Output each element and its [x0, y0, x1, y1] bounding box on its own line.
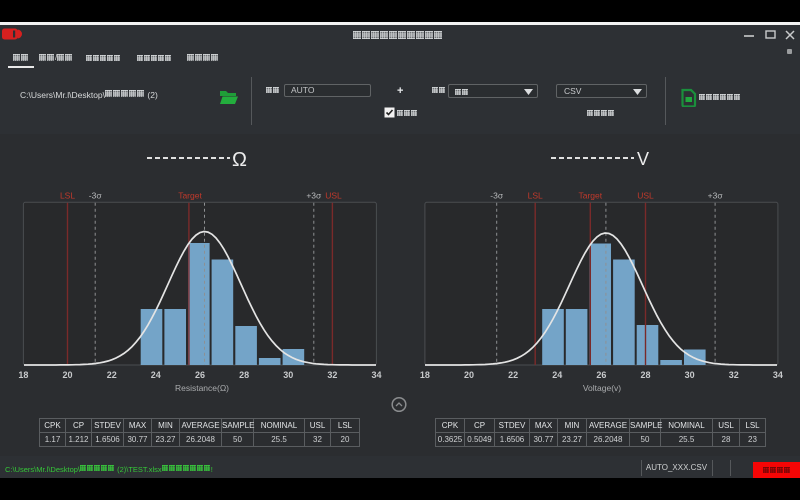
- svg-text:18: 18: [420, 370, 430, 380]
- svg-text:30: 30: [685, 370, 695, 380]
- svg-text:30: 30: [283, 370, 293, 380]
- svg-text:28: 28: [239, 370, 249, 380]
- svg-text:20: 20: [62, 370, 72, 380]
- svg-text:32: 32: [327, 370, 337, 380]
- svg-text:26: 26: [596, 370, 606, 380]
- svg-text:32: 32: [729, 370, 739, 380]
- svg-text:+3σ: +3σ: [306, 191, 322, 201]
- svg-text:24: 24: [552, 370, 562, 380]
- svg-text:LSL: LSL: [60, 191, 75, 201]
- svg-text:-3σ: -3σ: [89, 191, 103, 201]
- svg-text:-3σ: -3σ: [490, 191, 504, 201]
- svg-text:Resistance(Ω): Resistance(Ω): [175, 383, 229, 393]
- svg-text:22: 22: [508, 370, 518, 380]
- svg-text:V: V: [637, 149, 649, 169]
- svg-text:28: 28: [640, 370, 650, 380]
- svg-text:LSL: LSL: [528, 191, 543, 201]
- svg-text:22: 22: [107, 370, 117, 380]
- svg-text:34: 34: [371, 370, 381, 380]
- svg-text:USL: USL: [325, 191, 342, 201]
- svg-text:24: 24: [151, 370, 161, 380]
- svg-text:34: 34: [773, 370, 783, 380]
- svg-text:Target: Target: [578, 191, 602, 201]
- svg-text:20: 20: [464, 370, 474, 380]
- svg-text:Voltage(v): Voltage(v): [583, 383, 621, 393]
- svg-text:Target: Target: [178, 191, 202, 201]
- svg-text:Ω: Ω: [232, 149, 247, 171]
- svg-text:18: 18: [18, 370, 28, 380]
- svg-text:+3σ: +3σ: [708, 191, 724, 201]
- svg-text:USL: USL: [637, 191, 654, 201]
- svg-text:26: 26: [195, 370, 205, 380]
